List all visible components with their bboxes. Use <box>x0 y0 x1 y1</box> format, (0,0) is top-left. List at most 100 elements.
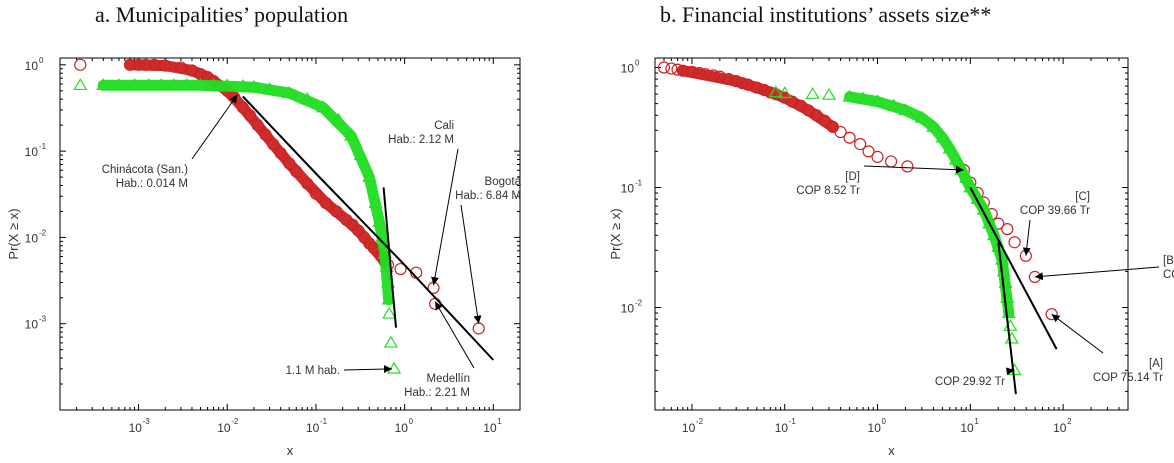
x-tick-label: 10 <box>682 421 696 435</box>
data-point-circle <box>74 58 87 71</box>
data-point-triangle <box>870 94 885 107</box>
data-point-circle <box>741 78 754 91</box>
fit-line <box>242 95 495 361</box>
data-point-triangle <box>353 147 368 160</box>
annotation-text: Hab.: 2.21 M <box>404 387 470 399</box>
annotation-arrow <box>343 365 392 374</box>
x-tick-exponent: -3 <box>143 417 151 426</box>
data-point-circle <box>871 150 884 163</box>
data-point-triangle <box>768 85 783 98</box>
data-point-circle <box>123 58 137 71</box>
data-point-circle <box>693 66 706 80</box>
data-point-circle <box>810 109 823 122</box>
y-tick-label: 10 <box>621 302 635 316</box>
annotation: Medellín Hab.: 2.21 M <box>404 301 475 399</box>
x-tick-label: 10 <box>868 421 882 435</box>
annotation: Chinácota (San.) Hab.: 0.014 M <box>102 94 238 190</box>
annotation-text: COP 39.66 Tr <box>1020 205 1090 217</box>
annotation-text: [D] <box>845 171 860 183</box>
x-tick-label: 10 <box>129 421 143 435</box>
data-point-triangle <box>220 78 235 91</box>
x-tick-label: 10 <box>775 421 789 435</box>
x-tick-exponent: 0 <box>409 417 414 426</box>
data-point-triangle <box>963 180 978 193</box>
data-point-triangle <box>235 79 250 92</box>
dense-marker-band <box>97 79 395 306</box>
x-tick-label: 10 <box>217 421 231 435</box>
y-tick-label: 10 <box>25 59 39 73</box>
data-point-circle <box>185 64 199 77</box>
annotation-arrow <box>460 204 482 324</box>
data-point-circle <box>665 62 678 75</box>
chart-title-b: b. Financial institutions’ assets size** <box>660 2 992 27</box>
y-tick-label: 10 <box>25 318 39 332</box>
data-point-triangle <box>193 78 208 91</box>
data-point-circle <box>657 61 671 74</box>
data-point-triangle <box>935 130 950 143</box>
data-point-triangle <box>127 78 142 91</box>
annotation-text: COP 8.52 Tr <box>796 185 860 197</box>
data-point-circle <box>843 131 856 144</box>
x-tick-exponent: -2 <box>231 417 239 426</box>
data-point-circle <box>1008 236 1021 249</box>
data-point-triangle <box>246 80 262 93</box>
y-axis-label: Pr(X ≥ x) <box>608 208 623 259</box>
data-point-triangle <box>982 216 997 229</box>
data-point-triangle <box>179 78 194 91</box>
y-tick-exponent: -2 <box>39 228 47 237</box>
data-point-circle <box>699 68 712 81</box>
data-point-circle <box>818 114 831 127</box>
data-point-circle <box>750 81 763 94</box>
x-tick-exponent: -1 <box>320 417 328 426</box>
x-tick-label: 10 <box>395 421 409 435</box>
annotation-text: COP 75.14 Tr <box>1093 372 1163 384</box>
annotation: COP 29.92 Tr <box>935 367 1015 388</box>
data-point-triangle <box>315 100 331 113</box>
data-point-triangle <box>898 103 913 116</box>
data-point-triangle <box>331 112 346 125</box>
data-point-circle <box>274 146 287 160</box>
annotation-arrow <box>1006 367 1015 376</box>
y-tick-label: 10 <box>25 145 39 159</box>
annotation: 1.1 M hab. <box>286 365 392 377</box>
annotation-text: [A] <box>1149 358 1163 370</box>
annotation: [A] COP 75.14 Tr <box>1051 313 1163 384</box>
data-point-triangle <box>821 87 837 100</box>
annotation: Bogotá Hab.: 6.84 M <box>455 176 522 324</box>
data-point-triangle <box>166 78 181 91</box>
data-point-circle <box>174 61 187 74</box>
annotation-arrow <box>191 94 238 160</box>
x-tick-label: 10 <box>483 421 497 435</box>
data-point-circle <box>290 165 303 178</box>
x-tick-label: 10 <box>960 421 974 435</box>
data-point-triangle <box>377 246 392 259</box>
data-point-circle <box>251 119 264 132</box>
data-point-triangle <box>300 91 315 104</box>
data-point-circle <box>259 128 272 141</box>
data-point-circle <box>159 59 172 72</box>
data-point-triangle <box>886 98 901 111</box>
y-tick-exponent: -2 <box>635 299 643 308</box>
y-tick-label: 10 <box>621 182 635 196</box>
data-point-triangle <box>942 141 957 154</box>
data-point-triangle <box>959 170 974 183</box>
data-point-triangle <box>372 215 387 228</box>
y-tick-exponent: 0 <box>635 59 640 68</box>
data-point-circle <box>267 138 280 151</box>
data-point-triangle <box>344 128 359 141</box>
data-point-circle <box>862 145 875 158</box>
annotation-text: Hab.: 0.014 M <box>116 178 188 190</box>
data-point-triangle <box>856 91 871 104</box>
data-point-triangle <box>382 306 397 319</box>
data-point-triangle <box>282 85 297 98</box>
data-point-triangle <box>383 335 398 348</box>
data-point-triangle <box>842 89 857 102</box>
data-point-triangle <box>262 82 277 95</box>
x-tick-exponent: -1 <box>789 417 797 426</box>
data-point-circle <box>243 109 256 122</box>
dense-marker-band <box>677 65 839 133</box>
annotation-text: Chinácota (San.) <box>102 164 188 176</box>
x-tick-exponent: 0 <box>882 417 887 426</box>
x-tick-exponent: 1 <box>974 417 979 426</box>
